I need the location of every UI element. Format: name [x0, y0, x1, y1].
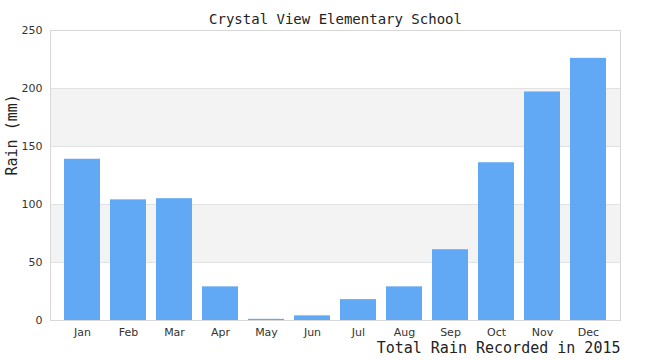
svg-text:May: May	[255, 326, 278, 339]
svg-text:100: 100	[22, 198, 43, 211]
svg-text:Feb: Feb	[119, 326, 138, 339]
svg-text:Crystal View Elementary School: Crystal View Elementary School	[209, 11, 462, 27]
svg-text:Rain (mm): Rain (mm)	[3, 94, 21, 175]
svg-text:Total Rain Recorded in 2015: Total Rain Recorded in 2015	[377, 339, 621, 357]
svg-text:Sep: Sep	[440, 326, 461, 339]
svg-text:250: 250	[22, 24, 43, 37]
svg-text:Apr: Apr	[211, 326, 231, 339]
svg-text:150: 150	[22, 140, 43, 153]
svg-text:200: 200	[22, 82, 43, 95]
svg-text:Aug: Aug	[394, 326, 415, 339]
svg-text:Jul: Jul	[351, 326, 365, 339]
svg-text:Mar: Mar	[164, 326, 185, 339]
svg-text:50: 50	[29, 256, 43, 269]
svg-text:0: 0	[36, 314, 43, 327]
svg-text:Jan: Jan	[73, 326, 91, 339]
svg-text:Jun: Jun	[303, 326, 321, 339]
svg-text:Oct: Oct	[487, 326, 507, 339]
svg-text:Dec: Dec	[578, 326, 599, 339]
svg-text:Nov: Nov	[532, 326, 554, 339]
